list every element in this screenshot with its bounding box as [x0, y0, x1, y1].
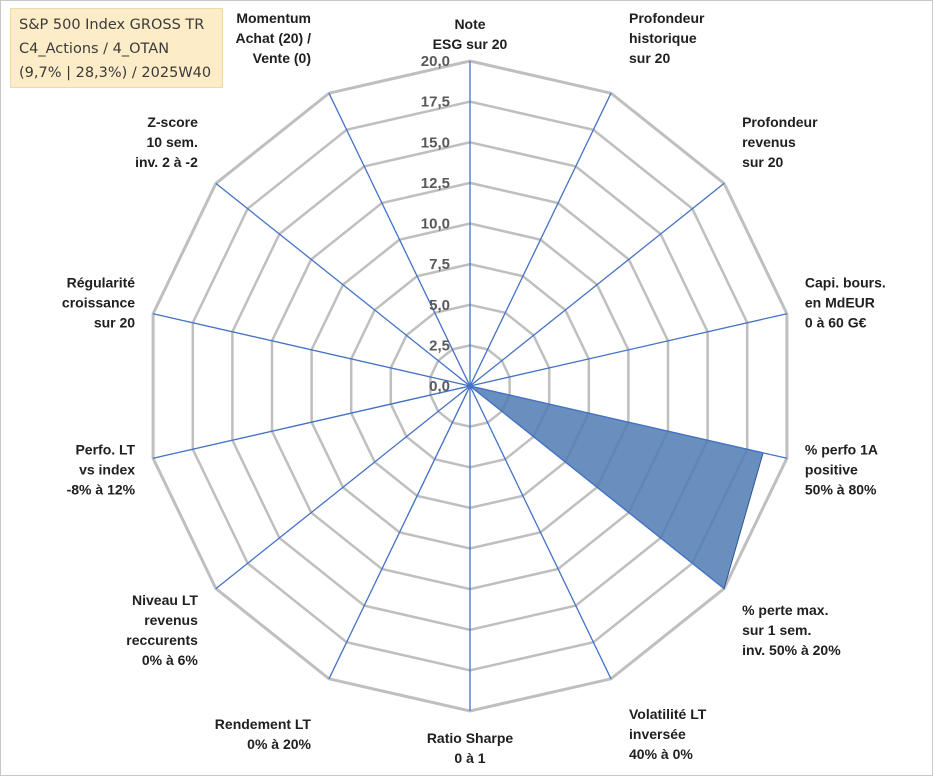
- category-label-1-line-1: historique: [629, 30, 697, 46]
- tick-label-4: 10,0: [421, 216, 450, 233]
- category-label-6-line-0: Volatilité LT: [629, 706, 707, 722]
- spoke-3: [469, 313, 788, 387]
- category-labels: Note ESG sur 20 Profondeur historique sur 20…: [62, 10, 886, 766]
- category-label-9-line-2: reccurents: [126, 632, 198, 648]
- category-label-7: Ratio Sharpe 0 à 1: [427, 730, 514, 766]
- category-label-2-line-0: Profondeur: [742, 114, 818, 130]
- category-label-2-line-2: sur 20: [742, 154, 783, 170]
- category-label-6: Volatilité LT inversée 40% à 0%: [629, 706, 707, 762]
- category-label-10-line-2: -8% à 12%: [67, 481, 136, 497]
- category-label-6-line-2: 40% à 0%: [629, 746, 693, 762]
- category-label-11-line-1: croissance: [62, 295, 135, 311]
- category-label-11: Régularité croissance sur 20: [62, 275, 135, 331]
- radar-series: [287, 385, 764, 590]
- category-label-7-line-1: 0 à 1: [454, 750, 485, 766]
- title-line-1: S&P 500 Index GROSS TR: [19, 17, 205, 33]
- category-label-5: % perte max. sur 1 sem. inv. 50% à 20%: [742, 602, 841, 658]
- category-label-12-line-0: Z-score: [147, 114, 198, 130]
- category-label-4-line-0: % perfo 1A: [805, 441, 878, 457]
- category-label-4-line-1: positive: [805, 461, 858, 477]
- tick-label-0: 0,0: [429, 378, 450, 395]
- category-label-10: Perfo. LT vs index -8% à 12%: [67, 441, 136, 497]
- tick-label-8: 20,0: [421, 53, 450, 70]
- category-label-1-line-0: Profondeur: [629, 10, 705, 26]
- tick-label-7: 17,5: [421, 94, 450, 111]
- spoke-10: [152, 385, 471, 459]
- category-label-12-line-1: 10 sem.: [147, 134, 198, 150]
- category-label-3-line-2: 0 à 60 G€: [805, 315, 867, 331]
- spoke-11: [152, 313, 471, 387]
- tick-label-2: 5,0: [429, 297, 450, 314]
- spoke-8: [328, 385, 471, 680]
- spoke-9: [215, 385, 471, 590]
- title-line-3: (9,7% | 28,3%) / 2025W40: [19, 65, 212, 81]
- category-label-0-line-0: Note: [454, 16, 485, 32]
- category-label-7-line-0: Ratio Sharpe: [427, 730, 514, 746]
- category-label-2-line-1: revenus: [742, 134, 796, 150]
- category-label-8-line-0: Rendement LT: [215, 716, 312, 732]
- category-label-4-line-2: 50% à 80%: [805, 481, 877, 497]
- category-label-13-line-1: Achat (20) /: [236, 30, 312, 46]
- spoke-1: [469, 92, 612, 387]
- category-label-9: Niveau LT revenus reccurents 0% à 6%: [126, 592, 198, 668]
- category-label-1-line-2: sur 20: [629, 50, 670, 66]
- category-label-5-line-1: sur 1 sem.: [742, 622, 811, 638]
- category-label-3-line-1: en MdEUR: [805, 295, 875, 311]
- category-label-5-line-2: inv. 50% à 20%: [742, 642, 841, 658]
- category-label-13-line-2: Vente (0): [253, 50, 311, 66]
- category-label-13: Momentum Achat (20) / Vente (0): [236, 10, 312, 66]
- category-label-13-line-0: Momentum: [236, 10, 311, 26]
- category-label-9-line-3: 0% à 6%: [142, 652, 199, 668]
- spoke-4: [469, 385, 788, 459]
- category-label-5-line-0: % perte max.: [742, 602, 828, 618]
- spoke-5: [469, 385, 725, 590]
- category-label-3-line-0: Capi. bours.: [805, 275, 886, 291]
- category-label-11-line-2: sur 20: [94, 315, 135, 331]
- category-label-6-line-1: inversée: [629, 726, 686, 742]
- category-label-4: % perfo 1A positive 50% à 80%: [805, 441, 878, 497]
- spoke-13: [328, 92, 471, 387]
- category-label-8-line-1: 0% à 20%: [247, 736, 311, 752]
- category-label-10-line-1: vs index: [79, 461, 135, 477]
- category-label-10-line-0: Perfo. LT: [75, 441, 135, 457]
- category-label-12: Z-score 10 sem. inv. 2 à -2: [135, 114, 198, 170]
- category-label-9-line-1: revenus: [144, 612, 198, 628]
- series-area-0: [287, 385, 764, 590]
- radial-tick-labels: 0,0 2,5 5,0 7,5 10,0 12,5 15,0 17,5 20,0: [421, 53, 450, 395]
- category-label-1: Profondeur historique sur 20: [629, 10, 705, 66]
- chart-title-box: S&P 500 Index GROSS TR C4_Actions / 4_OT…: [10, 8, 223, 88]
- category-label-2: Profondeur revenus sur 20: [742, 114, 818, 170]
- spoke-12: [215, 182, 471, 387]
- category-label-12-line-2: inv. 2 à -2: [135, 154, 198, 170]
- radar-spokes: [152, 61, 788, 711]
- tick-label-6: 15,0: [421, 134, 450, 151]
- title-line-2: C4_Actions / 4_OTAN: [19, 41, 170, 57]
- spoke-2: [469, 182, 725, 387]
- category-label-8: Rendement LT 0% à 20%: [215, 716, 312, 752]
- tick-label-5: 12,5: [421, 175, 450, 192]
- category-label-9-line-0: Niveau LT: [132, 592, 198, 608]
- category-label-0-line-1: ESG sur 20: [433, 36, 508, 52]
- category-label-11-line-0: Régularité: [67, 275, 136, 291]
- category-label-3: Capi. bours. en MdEUR 0 à 60 G€: [805, 275, 886, 331]
- category-label-0: Note ESG sur 20: [433, 16, 508, 52]
- tick-label-3: 7,5: [429, 256, 450, 273]
- tick-label-1: 2,5: [429, 337, 450, 354]
- spoke-6: [469, 385, 612, 680]
